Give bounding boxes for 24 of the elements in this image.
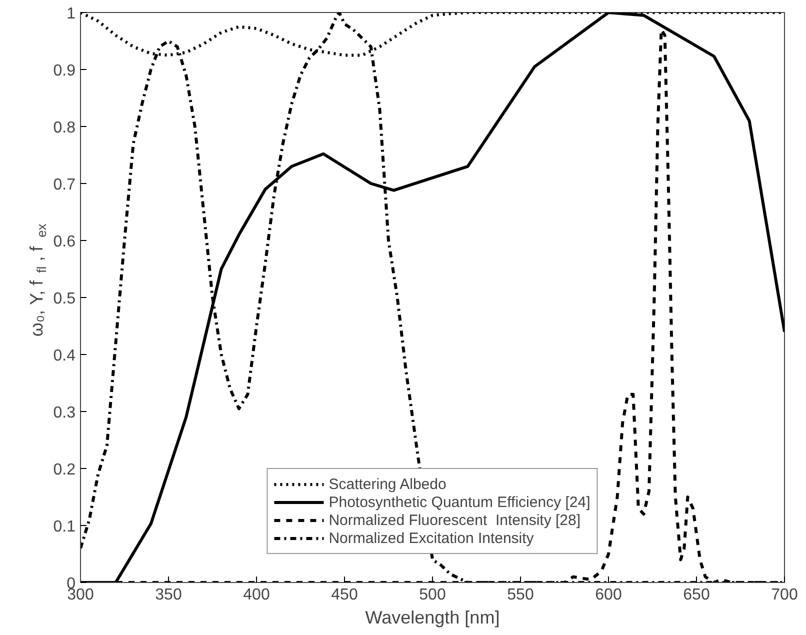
y-tick-label: 0.9: [53, 62, 76, 80]
y-tick-label: 1: [66, 6, 76, 22]
y-tick-label: 0.7: [53, 176, 76, 194]
legend-label: Normalized Fluorescent Intensity [28]: [328, 511, 581, 529]
x-tick-label: 350: [155, 586, 182, 604]
y-tick-label: 0.4: [53, 348, 76, 364]
legend-label: Photosynthetic Quantum Efficiency [24]: [328, 493, 590, 511]
x-tick-label: 600: [595, 586, 622, 604]
legend-label: Scattering Albedo: [328, 475, 446, 493]
y-tick-label: 0.1: [53, 518, 76, 536]
x-tick-label: 450: [331, 586, 358, 604]
legend-label: Normalized Excitation Intensity: [328, 529, 534, 547]
y-axis-title: ω₀, Y, ffl, fex: [26, 223, 49, 337]
y-tick-label: 0.3: [53, 404, 76, 422]
x-tick-label: 550: [507, 586, 534, 604]
x-axis-title: Wavelength [nm]: [365, 608, 500, 628]
y-tick-label: 0.6: [53, 234, 76, 250]
y-tick-label: 0.8: [53, 120, 76, 136]
x-tick-label: 700: [771, 586, 798, 604]
y-tick-label: 0.5: [53, 290, 76, 308]
y-tick-label: 0.2: [53, 462, 76, 478]
x-tick-label: 650: [683, 586, 710, 604]
x-tick-label: 500: [419, 586, 446, 604]
x-tick-label: 400: [243, 586, 270, 604]
